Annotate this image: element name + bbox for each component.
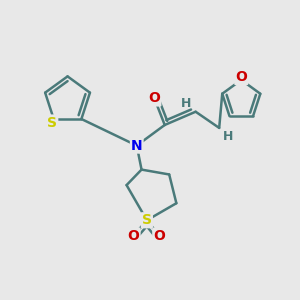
Text: O: O bbox=[153, 229, 165, 243]
Text: S: S bbox=[142, 213, 152, 227]
Text: O: O bbox=[128, 229, 140, 243]
Text: O: O bbox=[148, 92, 160, 106]
Text: S: S bbox=[47, 116, 57, 130]
Text: O: O bbox=[235, 70, 247, 84]
Text: H: H bbox=[181, 97, 191, 110]
Text: N: N bbox=[131, 139, 142, 153]
Text: H: H bbox=[223, 130, 233, 143]
